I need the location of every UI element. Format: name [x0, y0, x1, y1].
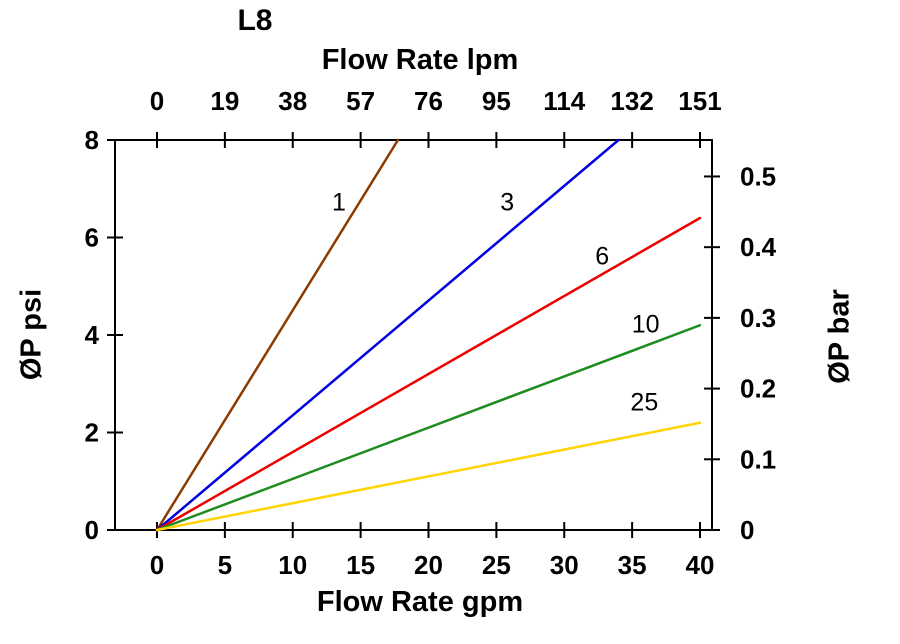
bottom-tick-label: 35	[618, 550, 647, 580]
bottom-tick-label: 15	[346, 550, 375, 580]
top-tick-label: 151	[678, 86, 721, 116]
plot-border	[114, 139, 713, 531]
series-label-6: 6	[595, 242, 609, 270]
bottom-tick-label: 10	[278, 550, 307, 580]
left-tick-label: 8	[85, 125, 99, 155]
bottom-tick-label: 20	[414, 550, 443, 580]
top-tick-label: 19	[210, 86, 239, 116]
left-tick-label: 0	[85, 515, 99, 545]
right-tick-label: 0.5	[740, 161, 776, 191]
left-tick-label: 6	[85, 223, 99, 253]
series-label-10: 10	[632, 311, 660, 339]
series-label-25: 25	[630, 389, 658, 417]
bottom-tick-label: 40	[686, 550, 715, 580]
series-label-3: 3	[500, 189, 514, 217]
top-tick-label: 38	[278, 86, 307, 116]
series-line-6	[155, 216, 702, 532]
right-tick-label: 0.2	[740, 374, 776, 404]
bottom-tick-label: 5	[218, 550, 232, 580]
right-tick-label: 0	[740, 515, 754, 545]
series-label-1: 1	[332, 189, 346, 217]
top-tick-label: 76	[414, 86, 443, 116]
chart-title: L8	[237, 4, 273, 37]
left-tick-label: 4	[85, 320, 100, 350]
right-tick-label: 0.3	[740, 303, 776, 333]
top-tick-label: 132	[610, 86, 653, 116]
top-tick-label: 0	[150, 86, 164, 116]
bottom-tick-label: 0	[150, 550, 164, 580]
top-tick-label: 57	[346, 86, 375, 116]
series-line-10	[155, 324, 702, 532]
right-tick-label: 0.4	[740, 232, 777, 262]
bottom-tick-label: 30	[550, 550, 579, 580]
top-tick-label: 114	[543, 86, 585, 116]
right-tick-label: 0.1	[740, 444, 776, 474]
series-line-3	[155, 138, 620, 532]
top-tick-label: 95	[482, 86, 511, 116]
bottom-tick-label: 25	[482, 550, 511, 580]
left-tick-label: 2	[85, 418, 99, 448]
series-line-25	[155, 421, 702, 532]
bottom-axis-title: Flow Rate gpm	[316, 586, 524, 618]
top-axis-title: Flow Rate lpm	[321, 44, 519, 76]
series-line-1	[155, 138, 400, 532]
